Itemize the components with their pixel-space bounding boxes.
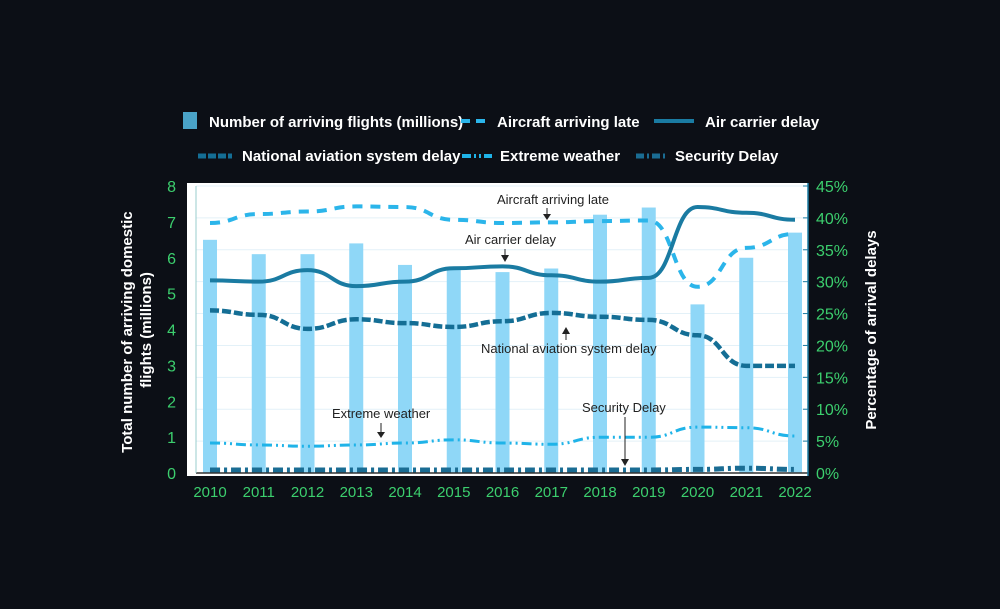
y2-axis-label: Percentage of arrival delays <box>863 230 880 429</box>
y2-tick-label: 15% <box>816 370 848 387</box>
x-tick-label: 2021 <box>730 484 763 501</box>
y2-tick-label: 35% <box>816 243 848 260</box>
y-axis-label: Total number of arriving domestic flight… <box>119 207 155 453</box>
bar <box>788 232 802 473</box>
y2-tick-label: 20% <box>816 338 848 355</box>
x-tick-label: 2014 <box>388 484 421 501</box>
bar <box>251 254 266 473</box>
y2-tick-label: 30% <box>816 275 848 292</box>
x-tick-label: 2011 <box>243 484 275 501</box>
y2-tick-label: 10% <box>816 402 848 419</box>
y-tick-label: 5 <box>167 287 176 304</box>
annotation-nas: National aviation system delay <box>481 341 657 356</box>
y-tick-label: 2 <box>167 394 176 411</box>
legend-swatch-bars <box>183 112 197 129</box>
legend-security: Security Delay <box>675 148 779 165</box>
bar <box>203 239 217 473</box>
annotations: Aircraft arriving late Air carrier delay… <box>332 192 666 466</box>
bar <box>300 254 315 473</box>
bar <box>690 304 705 473</box>
x-tick-label: 2018 <box>583 484 616 501</box>
legend: Number of arriving flights (millions) Ai… <box>183 112 820 165</box>
bar <box>593 214 607 473</box>
x-tick-label: 2022 <box>778 484 811 501</box>
bar <box>544 268 559 473</box>
annotation-weather: Extreme weather <box>332 406 431 421</box>
y-tick-label: 6 <box>167 251 176 268</box>
annotation-carrier: Air carrier delay <box>465 232 557 247</box>
y-tick-label: 3 <box>167 358 176 375</box>
x-tick-label: 2015 <box>437 484 470 501</box>
x-tick-label: 2012 <box>291 484 324 501</box>
legend-nas: National aviation system delay <box>242 148 461 165</box>
x-tick-label: 2016 <box>486 484 519 501</box>
y2-tick-label: 45% <box>816 179 848 196</box>
x-tick-label: 2017 <box>535 484 568 501</box>
bar <box>641 207 656 473</box>
annotation-security: Security Delay <box>582 400 666 415</box>
legend-bars: Number of arriving flights (millions) <box>209 114 463 131</box>
bar <box>349 243 364 473</box>
y2-tick-label: 0% <box>816 466 839 483</box>
y2-tick-label: 25% <box>816 307 848 324</box>
y2-tick-label: 5% <box>816 434 839 451</box>
legend-carrier: Air carrier delay <box>705 114 820 131</box>
x-tick-label: 2010 <box>193 484 226 501</box>
y2-tick-label: 40% <box>816 211 848 228</box>
legend-weather: Extreme weather <box>500 148 620 165</box>
bar <box>398 264 412 473</box>
legend-late: Aircraft arriving late <box>497 114 640 131</box>
annotation-late: Aircraft arriving late <box>497 192 609 207</box>
x-tick-label: 2013 <box>340 484 373 501</box>
y-tick-label: 4 <box>167 323 176 340</box>
x-tick-label: 2019 <box>632 484 665 501</box>
bar <box>446 268 461 473</box>
y-tick-label: 0 <box>167 466 176 483</box>
y-tick-label: 1 <box>167 430 176 447</box>
y-tick-label: 7 <box>167 215 176 232</box>
x-tick-label: 2020 <box>681 484 714 501</box>
y-tick-label: 8 <box>167 179 176 196</box>
